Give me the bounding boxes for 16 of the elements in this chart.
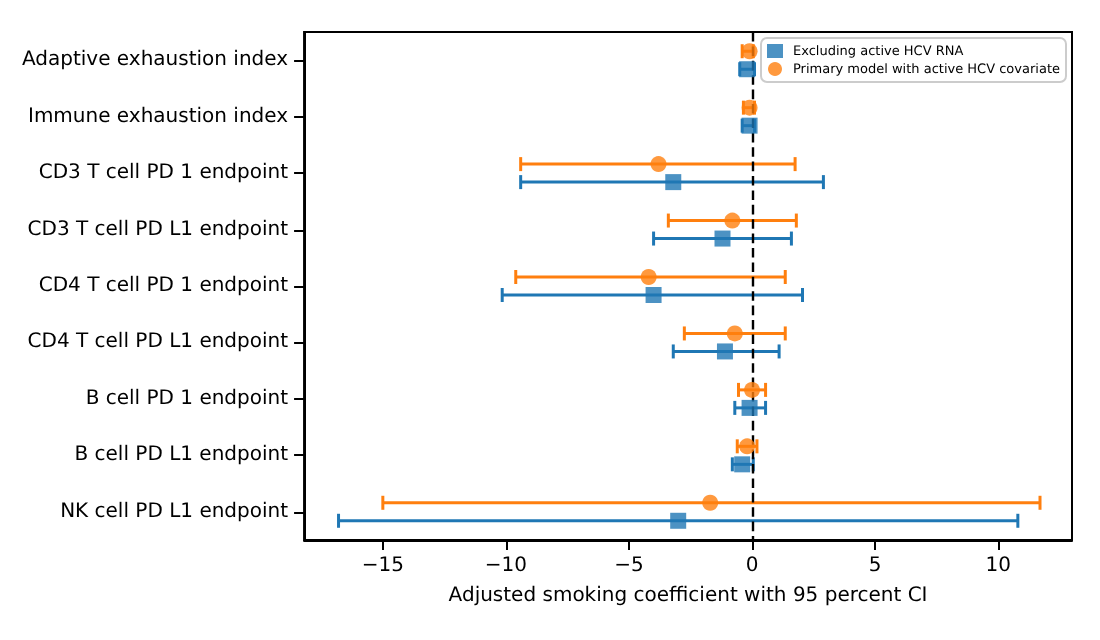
x-tick-label: 0: [745, 555, 759, 577]
y-tick-label: CD4 T cell PD 1 endpoint: [38, 275, 289, 297]
x-tick-label: 10: [985, 555, 1011, 577]
y-tick-label: B cell PD 1 endpoint: [85, 387, 289, 410]
y-tick-label: B cell PD L1 endpoint: [74, 444, 289, 467]
y-tick-label: Adaptive exhaustion index: [21, 49, 289, 72]
x-tick-label: −10: [484, 555, 528, 577]
y-tick-label: NK cell PD L1 endpoint: [60, 500, 289, 523]
y-tick-label: Immune exhaustion index: [27, 105, 289, 128]
x-tick-label: −15: [361, 555, 404, 577]
x-axis-title: Adjusted smoking coefficient with 95 percent CI: [448, 584, 928, 607]
y-tick-label: CD3 T cell PD L1 endpoint: [27, 218, 289, 241]
x-tick-label: −5: [614, 555, 644, 577]
x-tick-label: 5: [868, 555, 882, 577]
y-tick-label: CD4 T cell PD L1 endpoint: [27, 331, 289, 354]
y-tick-label: CD3 T cell PD 1 endpoint: [38, 162, 289, 185]
